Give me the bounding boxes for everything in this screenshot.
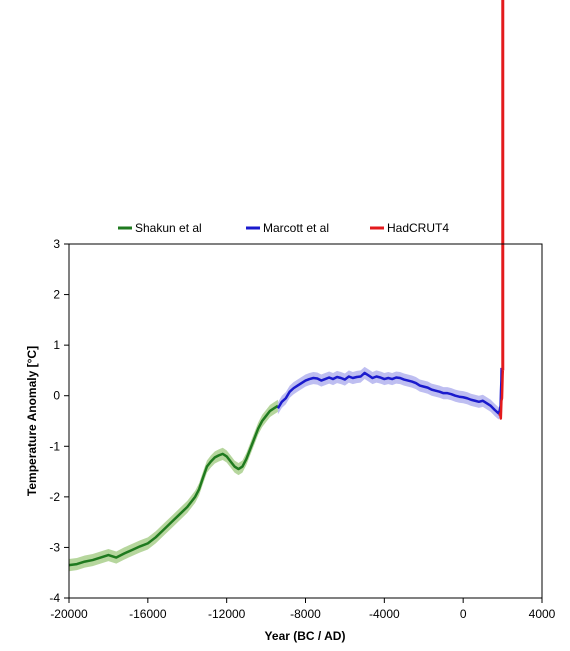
x-tick-label: -16000 <box>129 607 167 621</box>
y-tick-label: 0 <box>53 389 60 403</box>
y-tick-label: 2 <box>53 288 60 302</box>
x-tick-label: 4000 <box>529 607 556 621</box>
x-tick-label: -20000 <box>50 607 88 621</box>
hadcrut4-line <box>498 370 505 420</box>
y-tick-label: -1 <box>49 439 60 453</box>
legend: Shakun et al Marcott et al HadCRUT4 <box>118 221 449 235</box>
y-tick-label: 1 <box>53 338 60 352</box>
marcott-et-al-line <box>276 367 503 415</box>
plot-layer <box>68 0 505 572</box>
x-tick-label: -8000 <box>290 607 321 621</box>
legend-label-marcott-et-al: Marcott et al <box>263 221 329 235</box>
y-tick-label: -4 <box>49 591 60 605</box>
legend-label-shakun-et-al: Shakun et al <box>135 221 202 235</box>
axes-layer: -20000 -16000 -12000 -8000 -4000 0 4000 3 2 1 0 -1 -… <box>49 237 555 621</box>
x-tick-label: -4000 <box>369 607 400 621</box>
y-tick-label: -2 <box>49 490 60 504</box>
y-tick-label: 3 <box>53 237 60 251</box>
x-axis-title: Year (BC / AD) <box>265 629 346 643</box>
x-tick-label: 0 <box>460 607 467 621</box>
shakun-et-al-line <box>68 404 279 567</box>
x-tick-label: -12000 <box>208 607 246 621</box>
legend-label-hadcrut4: HadCRUT4 <box>387 221 449 235</box>
marcott-et-al-band <box>277 361 502 420</box>
y-axis-title: Temperature Anomaly [°C] <box>25 346 39 496</box>
y-tick-label: -3 <box>49 540 60 554</box>
shakun-et-al-band <box>69 399 278 572</box>
